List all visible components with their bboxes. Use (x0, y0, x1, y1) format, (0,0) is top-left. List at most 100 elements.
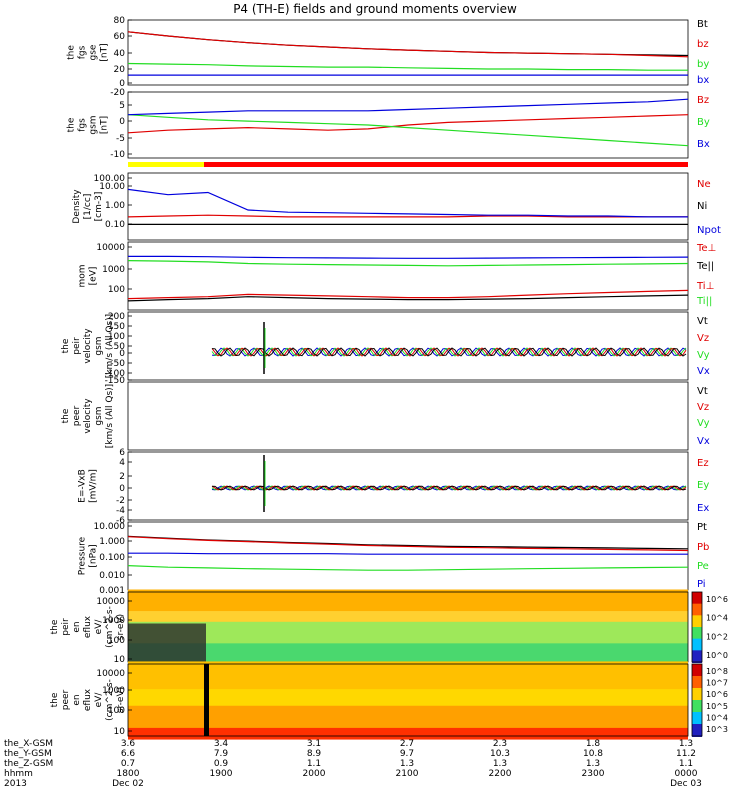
heatmap-band (128, 694, 688, 701)
y-axis-label: eflux (83, 615, 93, 638)
legend-entry: Pi (697, 579, 706, 590)
x-axis-row-label: the_Z-GSM (4, 759, 53, 769)
panel-p1: 80 60 40 20 0-20 the fgs gse [nT] Bt bz by bx (67, 16, 710, 98)
y-axis-label: the (67, 117, 77, 132)
legend-entry: Bz (697, 95, 709, 106)
heatmap-band (128, 700, 688, 707)
x-axis-value: 10.8 (583, 749, 603, 759)
panel-frame (127, 91, 689, 159)
legend-entry: Ni (697, 201, 707, 212)
y-axis-label: the (61, 338, 71, 353)
y-axis-label: en (72, 621, 82, 632)
y-axis-label: Density (72, 189, 82, 224)
heatmap-band (128, 589, 688, 596)
y-axis-label: the (61, 408, 71, 423)
y-tick-label: 10.00 (99, 182, 125, 192)
legend-entry: Ey (697, 480, 709, 491)
legend-entry: Pt (697, 522, 707, 533)
x-axis-value: 1.8 (586, 739, 601, 749)
y-tick-label: 10 (114, 727, 126, 737)
x-axis-value: 2.3 (493, 739, 507, 749)
colorbar-tick-label: 10^4 (706, 614, 728, 623)
x-axis-value: 2000 (303, 769, 326, 779)
legend-entry: Vy (697, 350, 710, 361)
heatmap-band (128, 716, 688, 723)
legend-entry: Ti⊥ (696, 281, 714, 292)
colorbar-frame (691, 591, 703, 663)
x-axis-date-right: Dec 03 (670, 779, 702, 789)
colorbar-tick-label: 10^3 (706, 725, 728, 734)
series-line-by (127, 62, 688, 71)
x-axis-value: 3.4 (214, 739, 229, 749)
legend-entry: Ex (697, 503, 709, 514)
x-axis-value: 3.6 (121, 739, 136, 749)
noise-trace (211, 485, 687, 491)
panel-p4: 10000 1000 100 mom [eV] Te⊥ Te|| Ti⊥ Ti|| (78, 241, 716, 311)
series-line-bt (127, 31, 689, 57)
y-axis-label: sr-eV) (116, 614, 126, 640)
series-line-bx (127, 98, 689, 116)
legend-entry: Vz (697, 333, 709, 344)
y-axis-label: fgs (78, 118, 88, 132)
heatmap-p9 (128, 589, 688, 666)
heatmap-band (128, 689, 688, 696)
y-axis-label: E=-VxB (78, 469, 88, 503)
x-axis-value: 1.3 (400, 759, 414, 769)
series-line-ti (127, 289, 689, 300)
heatmap-band (128, 711, 688, 718)
legend-entry: Vt (697, 316, 708, 327)
x-axis-value: 1.3 (679, 739, 693, 749)
panel-frame (127, 451, 689, 521)
heatmap-band (128, 637, 688, 644)
legend-entry: Ti|| (696, 296, 712, 307)
panel-frame (127, 663, 689, 737)
legend-entry: Ez (697, 458, 709, 469)
x-axis-value: 2300 (582, 769, 605, 779)
y-tick-label: 1000 (102, 686, 125, 696)
y-tick-label: 6 (119, 448, 125, 458)
colorbar-segment (692, 615, 702, 628)
y-tick-label: 10.000 (94, 522, 126, 532)
series-line-bz (127, 114, 689, 134)
series-line-te (127, 294, 689, 302)
x-axis-value: 2100 (396, 769, 419, 779)
series-line-npot (127, 188, 688, 218)
y-tick-label: -10 (110, 150, 125, 160)
heatmap-band (128, 616, 688, 623)
y-tick-label: 4 (119, 458, 125, 468)
y-axis-label: the (67, 45, 77, 60)
heatmap-band (128, 683, 688, 690)
series-line-by (127, 114, 689, 147)
heatmap-band (128, 666, 688, 674)
colorbar-frame (691, 663, 703, 737)
y-tick-label: 10 (114, 655, 126, 665)
colorbar-tick-label: 10^7 (706, 679, 728, 688)
colorbar-p9: 10^6 10^4 10^2 10^0 (691, 591, 728, 663)
y-axis-label: mom (78, 264, 88, 287)
panel-frame (127, 241, 689, 311)
heatmap-band (128, 627, 688, 634)
y-axis-label: [eV] (89, 267, 99, 286)
heatmap-band (128, 661, 688, 668)
y-axis-label: [km/s (All Qs)] (105, 314, 115, 378)
heatmap-band (128, 632, 688, 639)
y-tick-label: -4 (116, 506, 125, 516)
heatmap-band (128, 643, 688, 650)
series-line-ne (127, 214, 688, 218)
y-tick-label: 150 (108, 322, 125, 332)
colorbar-segment (692, 724, 702, 737)
y-tick-label: 100.00 (94, 174, 126, 184)
x-axis-value: 7.9 (214, 749, 229, 759)
heatmap-gap (204, 664, 209, 736)
legend-entry: bx (697, 75, 709, 86)
y-tick-label: 40 (114, 49, 126, 59)
series-line-bz (127, 31, 689, 58)
y-tick-label: -50 (110, 359, 125, 369)
panel-p10: 10^8 10^7 10^6 10^5 10^4 10^3 10000 1000 100 10 th… (50, 661, 728, 740)
y-axis-label: peer (61, 689, 71, 710)
y-axis-label: [mV/m] (89, 469, 99, 503)
colorbar-tick-label: 10^8 (706, 667, 728, 676)
x-axis-value: 2200 (489, 769, 512, 779)
